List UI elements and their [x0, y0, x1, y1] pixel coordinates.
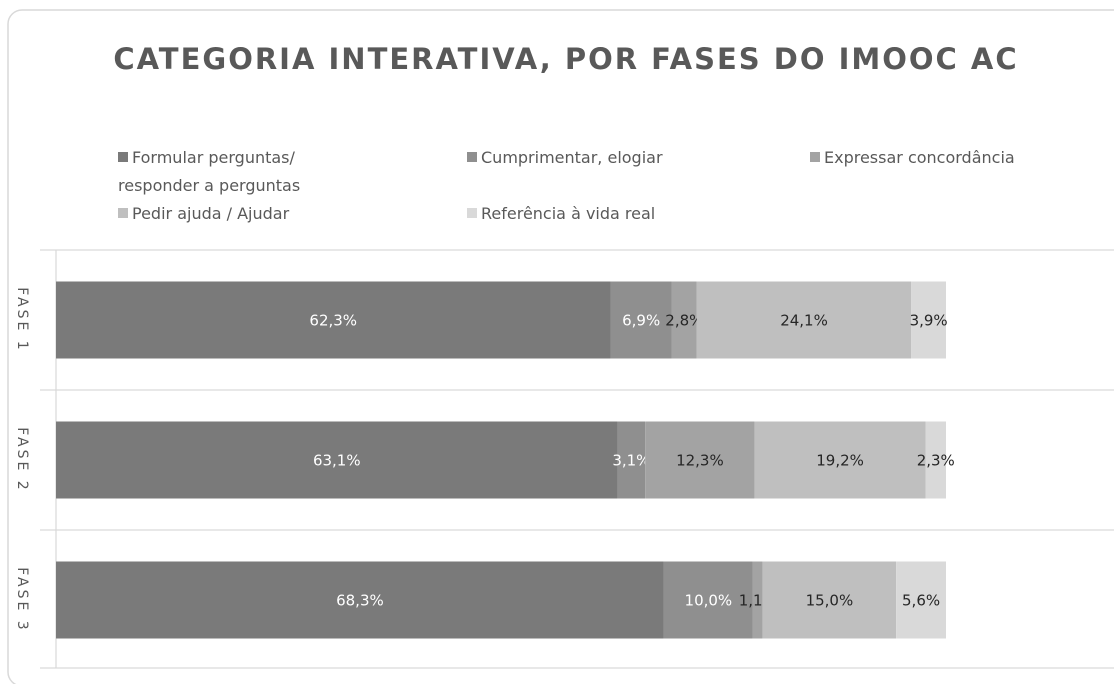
legend-swatch	[118, 152, 128, 162]
chart-title: CATEGORIA INTERATIVA, POR FASES DO IMOOC…	[113, 42, 1019, 76]
legend-label: Pedir ajuda / Ajudar	[132, 204, 290, 223]
legend-swatch	[810, 152, 820, 162]
bar-segment	[671, 281, 697, 359]
data-label: 19,2%	[816, 452, 864, 470]
data-label: 5,6%	[902, 592, 940, 610]
bar-segment	[911, 281, 946, 359]
bar-segment	[754, 421, 926, 499]
legend-item: Expressar concordância	[810, 144, 1070, 200]
data-label: 2,3%	[917, 452, 955, 470]
bar-segment	[696, 281, 912, 359]
data-label: 63,1%	[313, 452, 361, 470]
y-tick-label: FASE 1	[14, 287, 30, 352]
legend-label: Referência à vida real	[481, 204, 656, 223]
data-label: 24,1%	[780, 312, 828, 330]
bar-segment	[56, 561, 664, 639]
data-label: 3,1%	[612, 452, 650, 470]
bar-segment	[663, 561, 753, 639]
bar-segment	[645, 421, 755, 499]
legend-label: Formular perguntas/ responder a pergunta…	[118, 148, 301, 195]
data-label: 3,9%	[910, 312, 948, 330]
bar-segment	[762, 561, 897, 639]
data-label: 2,8%	[665, 312, 703, 330]
bar-segment	[56, 281, 611, 359]
bar-segment	[896, 561, 946, 639]
bar-segment	[752, 561, 763, 639]
data-label: 12,3%	[676, 452, 724, 470]
y-tick-label: FASE 2	[14, 427, 30, 492]
bar-segment	[925, 421, 946, 499]
data-label: 15,0%	[806, 592, 854, 610]
data-label: 10,0%	[685, 592, 733, 610]
legend: Formular perguntas/ responder a pergunta…	[118, 144, 1108, 228]
legend-item: Cumprimentar, elogiar	[467, 144, 727, 200]
bar-segment	[617, 421, 646, 499]
data-label: 6,9%	[622, 312, 660, 330]
legend-label: Cumprimentar, elogiar	[481, 148, 663, 167]
data-label: 68,3%	[336, 592, 384, 610]
legend-swatch	[467, 152, 477, 162]
bar-segment	[610, 281, 672, 359]
chart-border	[7, 9, 1114, 684]
legend-swatch	[118, 208, 128, 218]
legend-item: Pedir ajuda / Ajudar	[118, 200, 378, 228]
legend-item: Formular perguntas/ responder a pergunta…	[118, 144, 333, 200]
legend-item: Referência à vida real	[467, 200, 727, 228]
legend-swatch	[467, 208, 477, 218]
bar-segment	[56, 421, 618, 499]
legend-label: Expressar concordância	[824, 148, 1015, 167]
y-tick-label: FASE 3	[14, 567, 30, 632]
data-label: 62,3%	[309, 312, 357, 330]
